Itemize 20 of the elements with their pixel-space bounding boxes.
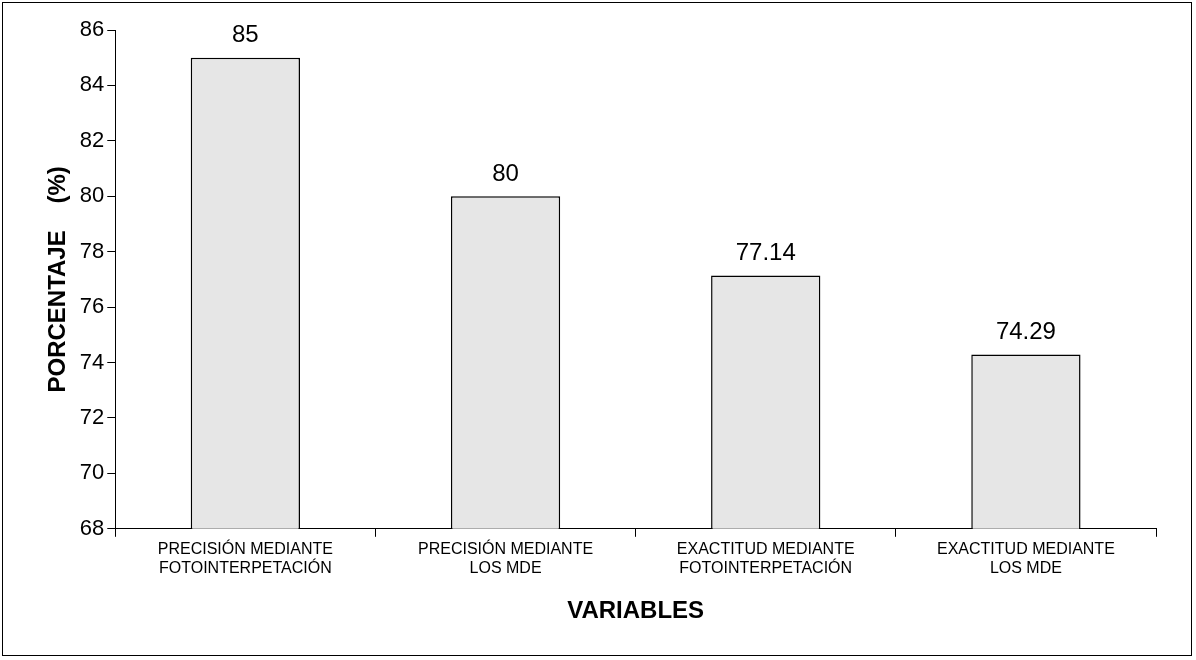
y-tick-label: 74 <box>79 348 105 374</box>
y-tick-label: 72 <box>79 404 105 430</box>
x-axis-title: VARIABLES <box>567 596 705 624</box>
data-label: 80 <box>492 158 519 186</box>
y-tick-label: 78 <box>79 237 105 263</box>
x-tick-label: PRECISIÓN MEDIANTE FOTOINTERPETACIÓN <box>157 538 333 577</box>
x-tick-label: PRECISIÓN MEDIANTE LOS MDE <box>417 538 594 577</box>
y-tick-label: 76 <box>79 293 105 319</box>
data-label: 85 <box>232 20 259 48</box>
y-axis-title: PORCENTAJE (%) <box>43 166 71 393</box>
y-tick-label: 80 <box>79 182 105 208</box>
y-tick-label: 82 <box>79 126 105 152</box>
y-tick-label: 70 <box>79 459 105 485</box>
y-tick-label: 84 <box>79 71 105 97</box>
data-label: 74.29 <box>995 317 1056 345</box>
x-tick-label: EXACTITUD MEDIANTE LOS MDE <box>937 539 1115 577</box>
y-tick-label: 68 <box>79 514 105 540</box>
data-label: 77.14 <box>735 238 796 266</box>
y-tick-label: 86 <box>79 16 105 42</box>
x-tick-label: EXACTITUD MEDIANTE FOTOINTERPETACIÓN <box>676 539 855 577</box>
